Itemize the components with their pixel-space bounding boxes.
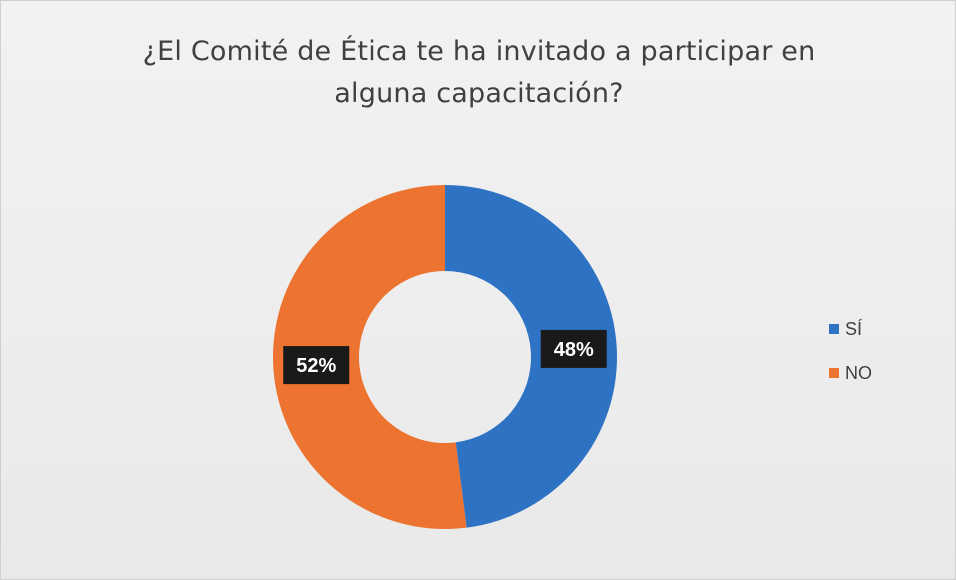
legend-swatch-no <box>829 368 839 378</box>
data-label-no: 52% <box>283 346 349 384</box>
legend-swatch-si <box>829 324 839 334</box>
legend-item-si: SÍ <box>829 317 872 341</box>
legend: SÍ NO <box>829 317 872 405</box>
legend-label-si: SÍ <box>845 319 862 340</box>
data-label-text: 52% <box>296 355 336 377</box>
data-label-text: 48% <box>554 339 594 361</box>
legend-item-no: NO <box>829 361 872 385</box>
legend-label-no: NO <box>845 363 872 384</box>
data-label-si: 48% <box>541 330 607 368</box>
